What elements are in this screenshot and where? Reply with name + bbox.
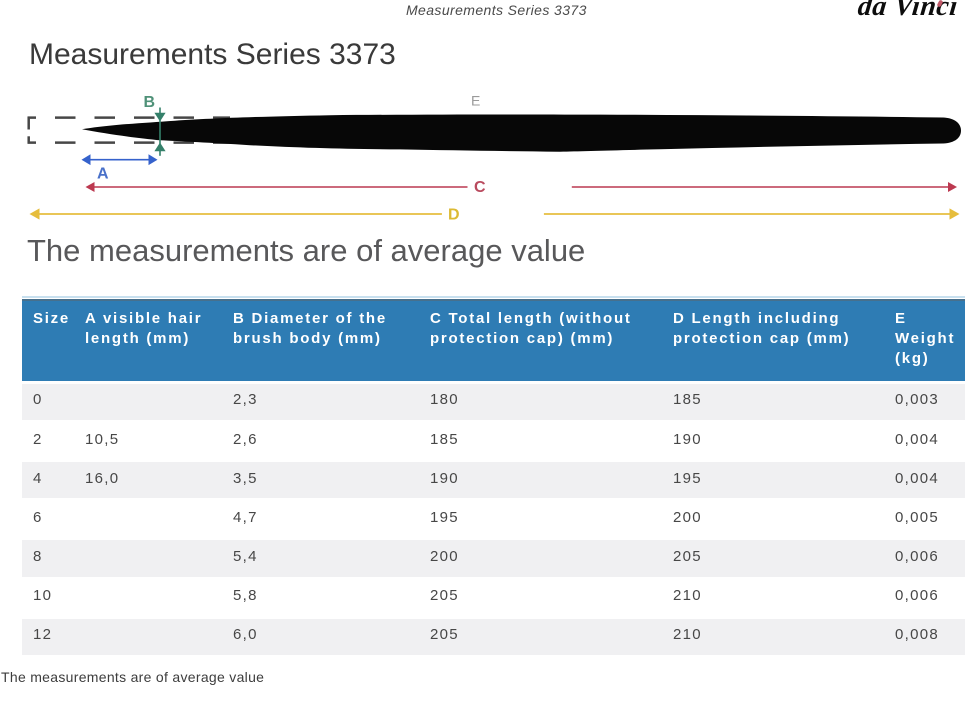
svg-text:E: E	[471, 93, 480, 109]
svg-text:B: B	[144, 94, 156, 111]
svg-text:D: D	[448, 207, 460, 224]
svg-text:A: A	[97, 166, 109, 183]
svg-text:C: C	[474, 179, 486, 196]
